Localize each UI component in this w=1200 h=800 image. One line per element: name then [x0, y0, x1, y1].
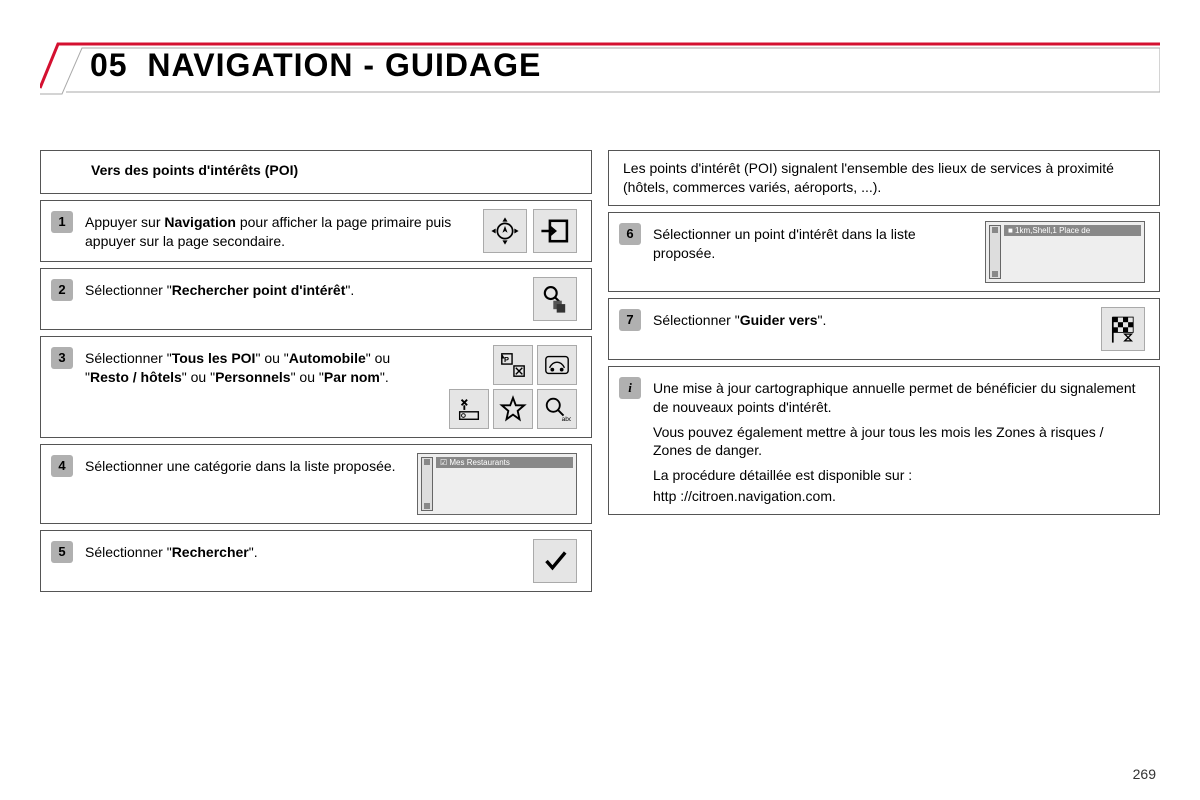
mini-screen-label: ■ 1km,Shell,1 Place de	[1004, 225, 1141, 236]
all-poi-icon: P	[493, 345, 533, 385]
search-poi-icon	[533, 277, 577, 321]
step-text: Sélectionner un point d'intérêt dans la …	[653, 221, 973, 263]
title-text: NAVIGATION - GUIDAGE	[147, 47, 541, 83]
page-title: 05 NAVIGATION - GUIDAGE	[90, 47, 541, 84]
step-text: Sélectionner "Tous les POI" ou "Automobi…	[85, 345, 437, 387]
step-text: Sélectionner une catégorie dans la liste…	[85, 453, 405, 476]
step-number: 3	[51, 347, 73, 369]
step-number: 6	[619, 223, 641, 245]
step-number: 5	[51, 541, 73, 563]
info-marker: i	[619, 377, 641, 399]
car-icon	[537, 345, 577, 385]
step-text: Appuyer sur Navigation pour afficher la …	[85, 209, 471, 251]
info-box: i Une mise à jour cartographique annuell…	[608, 366, 1160, 515]
search-abc-icon: abc	[537, 389, 577, 429]
list-screen-icon: ■ 1km,Shell,1 Place de	[985, 221, 1145, 283]
checkered-flag-icon	[1101, 307, 1145, 351]
step-5: 5 Sélectionner "Rechercher".	[40, 530, 592, 592]
step-1: 1 Appuyer sur Navigation pour afficher l…	[40, 200, 592, 262]
step-icons: ■ 1km,Shell,1 Place de	[985, 221, 1145, 283]
step-icons: ☑ Mes Restaurants	[417, 453, 577, 515]
step-number: 4	[51, 455, 73, 477]
intro-text: Les points d'intérêt (POI) signalent l'e…	[608, 150, 1160, 206]
svg-text:P: P	[504, 355, 509, 364]
enter-screen-icon	[533, 209, 577, 253]
step-icons	[1101, 307, 1145, 351]
compass-dpad-icon	[483, 209, 527, 253]
step-icons	[483, 209, 577, 253]
svg-text:abc: abc	[562, 416, 571, 423]
step-6: 6 Sélectionner un point d'intérêt dans l…	[608, 212, 1160, 292]
step-text: Sélectionner "Guider vers".	[653, 307, 1089, 330]
list-screen-icon: ☑ Mes Restaurants	[417, 453, 577, 515]
step-2: 2 Sélectionner "Rechercher point d'intér…	[40, 268, 592, 330]
step-number: 7	[619, 309, 641, 331]
page-title-bar: 05 NAVIGATION - GUIDAGE	[40, 40, 1160, 95]
star-icon	[493, 389, 533, 429]
step-7: 7 Sélectionner "Guider vers".	[608, 298, 1160, 360]
food-hotel-icon	[449, 389, 489, 429]
step-text: Sélectionner "Rechercher point d'intérêt…	[85, 277, 521, 300]
info-line: Vous pouvez également mettre à jour tous…	[653, 423, 1145, 461]
check-icon	[533, 539, 577, 583]
mini-screen-label: ☑ Mes Restaurants	[436, 457, 573, 468]
page-number: 269	[1133, 766, 1156, 782]
section-header: Vers des points d'intérêts (POI)	[40, 150, 592, 194]
info-text: Une mise à jour cartographique annuelle …	[653, 375, 1145, 506]
chapter-number: 05	[90, 47, 128, 83]
step-number: 2	[51, 279, 73, 301]
step-4: 4 Sélectionner une catégorie dans la lis…	[40, 444, 592, 524]
step-icons	[533, 277, 577, 321]
info-line: Une mise à jour cartographique annuelle …	[653, 379, 1145, 417]
step-text: Sélectionner "Rechercher".	[85, 539, 521, 562]
step-icons: P abc	[449, 345, 577, 429]
left-column: Vers des points d'intérêts (POI) 1 Appuy…	[40, 150, 592, 592]
right-column: Les points d'intérêt (POI) signalent l'e…	[608, 150, 1160, 592]
info-line: http ://citroen.navigation.com.	[653, 487, 1145, 506]
step-3: 3 Sélectionner "Tous les POI" ou "Automo…	[40, 336, 592, 438]
info-line: La procédure détaillée est disponible su…	[653, 466, 1145, 485]
step-icons	[533, 539, 577, 583]
step-number: 1	[51, 211, 73, 233]
